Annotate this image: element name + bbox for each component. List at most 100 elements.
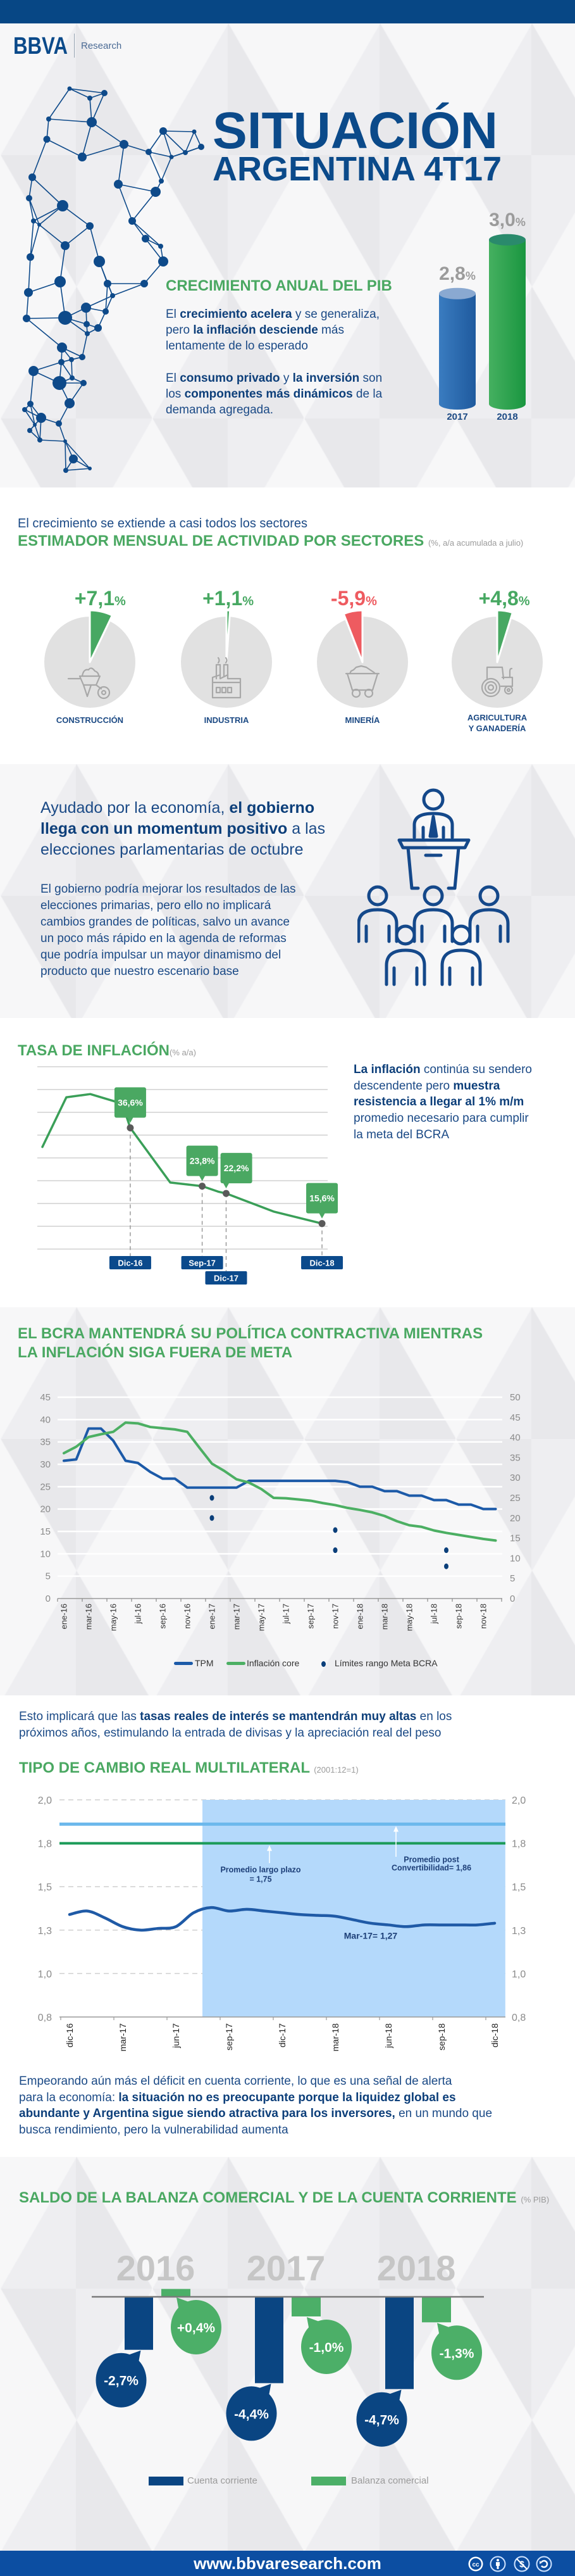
x-tick-label: sep-17 [224,2023,234,2051]
balance-section: 2016 2017 2018 -2,7% -4,4% -4,7% +0,4% -1,0% -1,… [0,2157,575,2551]
map-node [37,223,41,227]
reference-line-label: = 1,75 [249,1875,271,1884]
y-right-tick-label: 10 [510,1553,521,1564]
target-range-dot [209,1515,214,1521]
map-edge [148,151,162,182]
text-segment: Empeorando aún más el déficit en cuenta … [19,2075,452,2104]
cc-icon[interactable]: cc [468,2556,483,2572]
year-label: 2016 [116,2248,195,2288]
map-node [57,200,68,211]
factory-icon-part [211,681,242,699]
legend-label-trade-balance: Balanza comercial [351,2475,429,2486]
factory-icon [211,657,242,699]
sector-value-unit: % [242,594,254,608]
y-left-tick-label: 1,5 [38,1882,52,1893]
map-node [27,253,34,261]
map-node [87,117,97,127]
series-line-tpm [63,1427,497,1511]
bubble-value: -1,0% [309,2340,344,2355]
map-node [159,127,167,135]
x-tick-label: dic-16 [65,2023,75,2047]
tractor-icon-part [481,677,501,698]
target-range-dot [444,1563,448,1569]
map-edge [32,139,47,178]
brand-divider [74,34,75,58]
target-range-dot [333,1547,338,1554]
value-bubble-cuenta-corriente [356,2392,407,2447]
map-edge [105,283,108,312]
map-edge [163,130,172,158]
y-right-tick-label: 1,8 [512,1839,526,1850]
value-callout [114,1087,146,1118]
map-edge [69,88,105,94]
gdp-year-label: 2018 [497,412,517,422]
sector-activity-chart: +7,1% CONSTRUCCIÓN +1,1% INDUSTRIA -5,9% MINE… [44,587,543,733]
map-node [145,149,152,155]
sector-value-label: +1,1% [202,587,254,610]
map-node [37,437,42,443]
tractor-icon-part [486,666,505,680]
value-bubble-balanza-comercial [301,2320,352,2374]
gdp-paragraph-1: El crecimiento acelera y se generaliza, … [166,306,380,354]
gdp-value-number: 3,0 [489,210,516,230]
x-tick-label: nov-17 [331,1604,340,1629]
map-edge [24,409,35,425]
wheelbarrow-icon-part [97,686,111,700]
date-badge [301,1256,343,1269]
map-node [53,376,66,390]
x-tick-label: jun-18 [383,2023,393,2049]
map-edge [30,370,34,405]
elections-section: Ayudado por la economía, el gobierno lle… [0,764,575,1018]
map-node [33,423,37,427]
sector-label: AGRICULTURA [467,713,528,722]
text-segment: son los [166,372,383,401]
bar-balanza-comercial [292,2297,321,2316]
license-icons: cc $ [468,2556,552,2572]
gdp-heading: CRECIMIENTO ANUAL DEL PIB [166,277,392,294]
sector-value-unit: % [366,594,377,608]
reference-line-label: Convertibilidad= 1,86 [392,1864,471,1873]
y-left-tick-label: 30 [40,1459,51,1470]
sector-value-unit: % [519,594,530,608]
svg-text:cc: cc [472,2561,479,2568]
map-node [36,413,46,423]
sector-value-number: +7,1 [75,587,114,610]
map-edge [61,361,73,379]
map-edge [118,184,133,222]
map-edge [59,245,66,282]
factory-icon-part [225,657,228,664]
y-left-tick-label: 5 [46,1571,51,1582]
x-tick-label: mar-17 [118,2023,128,2052]
map-node [54,276,66,287]
callout-pointer [127,1117,133,1123]
map-edge [132,191,156,222]
page-subtitle: ARGENTINA 4T17 [213,150,502,188]
attribution-icon[interactable] [490,2556,506,2572]
sharealike-icon[interactable] [536,2556,552,2572]
gdp-bar-top-2018 [489,234,526,246]
bbva-logo-text: BBVA [13,37,68,54]
website-link[interactable]: www.bbvaresearch.com [194,2554,381,2573]
page-title: SITUACIÓN [213,102,498,160]
noncommercial-icon[interactable]: $ [514,2556,530,2572]
date-badge [109,1256,151,1269]
map-node [120,140,128,149]
legend-swatch-current-account [149,2477,183,2485]
y-left-tick-label: 20 [40,1504,51,1515]
x-tick-label: may-17 [257,1604,266,1631]
map-node [192,129,197,134]
map-node [151,187,161,197]
map-node [23,315,30,322]
value-bubble-cuenta-corriente [96,2353,147,2408]
map-node [80,380,87,386]
inflation-title: TASA DE INFLACIÓN(% a/a) [18,1042,196,1062]
map-edge [30,224,40,258]
map-edge [30,220,34,258]
map-node [86,222,94,230]
elections-heading: Ayudado por la economía, el gobierno lle… [40,798,325,860]
callout-value: 15,6% [309,1193,335,1203]
map-node [69,357,74,362]
map-node [104,280,111,287]
bcra-section: 0 5 10 15 20 25 30 35 40 45 0 5 10 15 20 25 30 35 40 45 50 en… [0,1307,575,1695]
map-edge [65,441,66,471]
